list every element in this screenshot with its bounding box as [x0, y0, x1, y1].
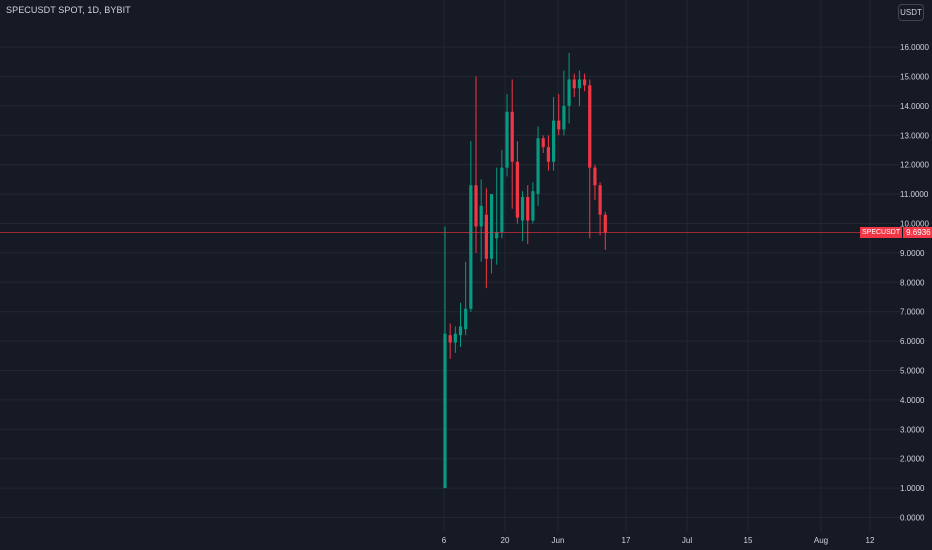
candle-body — [572, 79, 576, 89]
y-tick-label: 16.0000 — [900, 43, 929, 52]
candles-layer — [443, 52, 607, 489]
y-tick-label: 10.0000 — [900, 220, 929, 229]
y-tick-label: 5.0000 — [900, 367, 925, 376]
candle-body — [489, 194, 494, 259]
candle-body — [598, 185, 602, 215]
candle-body — [479, 205, 483, 227]
x-tick-label: Aug — [814, 536, 828, 545]
candle-body — [588, 85, 592, 168]
candle-body — [593, 167, 597, 186]
candle-body — [562, 105, 566, 130]
y-tick-label: 9.0000 — [900, 249, 925, 258]
y-tick-label: 7.0000 — [900, 308, 925, 317]
candle-body — [531, 191, 535, 221]
candle-body — [500, 167, 504, 233]
currency-button[interactable]: USDT — [898, 4, 924, 21]
y-tick-label: 6.0000 — [900, 337, 925, 346]
y-tick-label: 12.0000 — [900, 161, 929, 170]
price-axis[interactable]: 0.0000 1.0000 2.0000 3.0000 4.0000 5.0000 6.00… — [900, 43, 929, 522]
candle-body — [464, 308, 468, 330]
x-tick-label: 15 — [744, 536, 753, 545]
x-tick-label: Jun — [552, 536, 565, 545]
y-tick-label: 4.0000 — [900, 396, 925, 405]
candle-body — [526, 197, 530, 221]
candle-body — [469, 185, 473, 309]
y-tick-label: 8.0000 — [900, 278, 925, 287]
x-tick-label: 6 — [442, 536, 447, 545]
x-tick-label: 20 — [501, 536, 510, 545]
candle-body — [474, 185, 478, 227]
candle-body — [448, 335, 452, 343]
candle-body — [484, 214, 488, 259]
price-tag-value: 9.6936 — [903, 227, 932, 238]
y-tick-label: 15.0000 — [900, 73, 929, 82]
candle-body — [453, 333, 457, 343]
y-tick-label: 13.0000 — [900, 131, 929, 140]
price-tag-symbol: SPECUSDT — [860, 227, 903, 238]
candle-body — [551, 120, 556, 162]
candle-body — [505, 111, 509, 168]
y-tick-label: 3.0000 — [900, 425, 925, 434]
candle-body — [541, 138, 545, 148]
x-tick-label: 17 — [622, 536, 631, 545]
y-tick-label: 2.0000 — [900, 455, 925, 464]
candle-body — [443, 333, 447, 489]
x-tick-label: 12 — [866, 536, 875, 545]
candle-body — [515, 161, 519, 218]
x-tick-label: Jul — [682, 536, 692, 545]
y-tick-label: 0.0000 — [900, 514, 925, 523]
candle-body — [458, 326, 463, 336]
grid-lines — [0, 0, 900, 532]
y-tick-label: 11.0000 — [900, 190, 929, 199]
chart-title: SPECUSDT SPOT, 1D, BYBIT — [6, 5, 131, 15]
candle-body — [495, 232, 499, 239]
candle-body — [546, 147, 550, 162]
y-tick-label: 14.0000 — [900, 102, 929, 111]
candle-body — [536, 138, 540, 195]
candle-body — [510, 111, 514, 162]
candle-body — [567, 79, 571, 106]
last-price-tag: SPECUSDT 9.6936 — [860, 227, 932, 238]
candle-body — [582, 79, 587, 86]
y-tick-label: 1.0000 — [900, 484, 925, 493]
time-axis[interactable]: 6 20 Jun 17 Jul 15 Aug 12 — [442, 536, 875, 545]
candle-body — [577, 79, 582, 89]
candle-body — [603, 214, 607, 233]
candle-body — [520, 197, 525, 221]
candle-body — [557, 120, 561, 130]
